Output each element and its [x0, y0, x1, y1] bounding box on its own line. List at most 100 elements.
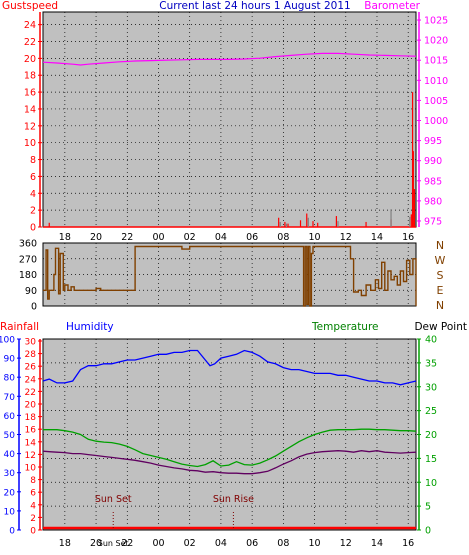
gustspeed-tick-label: 4 — [30, 189, 36, 200]
gustspeed-tick-label: 6 — [30, 172, 36, 183]
temperature-tick-label: 30 — [425, 382, 437, 393]
time-tick-label-bottom: 08 — [277, 538, 289, 549]
barometer-tick-label: 1010 — [424, 76, 448, 87]
rainfall-tick-label: 10 — [25, 464, 37, 474]
time-tick-label: 14 — [371, 232, 383, 243]
sun-set-axis-label: Sun Set — [98, 539, 129, 548]
barometer-line — [42, 52, 417, 66]
time-tick-label-bottom: 20 — [90, 538, 102, 549]
temperature-tick-label: 15 — [425, 454, 437, 465]
barometer-tick-label: 980 — [424, 196, 442, 207]
time-tick-label: 00 — [152, 232, 164, 243]
rainfall-tick-label: 0 — [30, 527, 36, 537]
direction-tick-label: 360 — [19, 239, 37, 250]
rainfall-tick-label: 22 — [25, 388, 36, 398]
temperature-tick-label: 5 — [425, 502, 431, 513]
gustspeed-tick-label: 10 — [24, 138, 36, 149]
gustspeed-tick-label: 16 — [24, 88, 36, 99]
rainfall-tick-label: 30 — [25, 338, 37, 348]
time-tick-label: 08 — [277, 232, 289, 243]
gustspeed-tick-label: 18 — [24, 71, 36, 82]
gustspeed-tick-label: 24 — [24, 20, 36, 31]
barometer-tick-label: 985 — [424, 176, 442, 187]
rainfall-tick-label: 8 — [30, 476, 36, 486]
rainfall-tick-label: 2 — [30, 514, 36, 524]
time-tick-label-bottom: 14 — [371, 538, 383, 549]
barometer-tick-label: 995 — [424, 136, 442, 147]
rainfall-tick-label: 18 — [25, 413, 37, 423]
humidity-tick-label: 100 — [0, 336, 15, 346]
time-tick-label: 06 — [246, 232, 258, 243]
time-tick-label-bottom: 06 — [246, 538, 258, 549]
compass-letter: N — [436, 299, 444, 312]
time-tick-label-bottom: 04 — [215, 538, 227, 549]
time-tick-label: 02 — [184, 232, 196, 243]
wind-direction-line — [43, 245, 417, 307]
humidity-line — [42, 349, 417, 386]
humidity-tick-label: 30 — [4, 469, 16, 479]
direction-tick-label: 270 — [19, 254, 37, 265]
time-tick-label: 18 — [59, 232, 71, 243]
time-tick-label-bottom: 22 — [121, 538, 133, 549]
time-tick-label-bottom: 16 — [402, 538, 414, 549]
temperature-tick-label: 40 — [425, 335, 437, 346]
humidity-tick-label: 0 — [9, 527, 15, 537]
humidity-tick-label: 10 — [4, 507, 16, 517]
time-tick-label: 20 — [90, 232, 102, 243]
barometer-tick-label: 1005 — [424, 96, 448, 107]
rainfall-tick-label: 26 — [25, 363, 37, 373]
direction-tick-label: 90 — [25, 286, 37, 297]
compass-letter: W — [435, 254, 446, 267]
temperature-tick-label: 25 — [425, 406, 437, 417]
gustspeed-tick-label: 2 — [30, 206, 36, 217]
temperature-tick-label: 35 — [425, 358, 437, 369]
compass-letter: N — [436, 239, 444, 252]
rainfall-tick-label: 16 — [25, 426, 37, 436]
wind-direction-panel — [42, 242, 417, 307]
axes: 0246810121416182022249759809859909951000… — [0, 12, 448, 549]
humidity-tick-label: 60 — [4, 412, 16, 422]
humidity-tick-label: 40 — [4, 450, 16, 460]
dewpoint-line — [42, 450, 417, 475]
rainfall-axis-title: Rainfall — [0, 321, 39, 333]
rainfall-tick-label: 28 — [25, 350, 37, 360]
sun-annotation: Sun Rise — [213, 494, 254, 505]
barometer-tick-label: 975 — [424, 216, 442, 227]
time-tick-label-bottom: 00 — [152, 538, 164, 549]
time-tick-label-bottom: 18 — [59, 538, 71, 549]
compass-letter: E — [437, 284, 444, 297]
gustspeed-tick-label: 8 — [30, 155, 36, 166]
direction-tick-label: 180 — [19, 270, 37, 281]
humidity-tick-label: 90 — [4, 355, 16, 365]
rainfall-tick-label: 4 — [30, 501, 36, 511]
rainfall-tick-label: 12 — [25, 451, 36, 461]
gustspeed-tick-label: 20 — [24, 54, 36, 65]
rainfall-tick-label: 6 — [30, 489, 36, 499]
temperature-tick-label: 10 — [425, 478, 437, 489]
temperature-tick-label: 20 — [425, 430, 437, 441]
gustspeed-tick-label: 0 — [30, 223, 36, 234]
rainfall-tick-label: 24 — [25, 375, 37, 385]
gustspeed-tick-label: 12 — [24, 121, 36, 132]
temp-hum-panel — [42, 338, 417, 531]
sun-annotation: Sun Set — [95, 494, 132, 505]
humidity-tick-label: 50 — [4, 431, 16, 441]
dewpoint-axis-title: Dew Point — [414, 321, 467, 333]
compass-letter: S — [437, 269, 444, 282]
rainfall-tick-label: 20 — [25, 401, 37, 411]
time-tick-label: 16 — [402, 232, 414, 243]
rainfall-tick-label: 14 — [25, 438, 37, 448]
barometer-tick-label: 1015 — [424, 56, 448, 67]
barometer-axis-title: Barometer — [364, 0, 420, 12]
time-tick-label: 04 — [215, 232, 227, 243]
direction-tick-label: 0 — [31, 302, 37, 313]
barometer-tick-label: 990 — [424, 156, 442, 167]
chart-title: Current last 24 hours 1 August 2011 — [159, 0, 350, 12]
gustspeed-tick-label: 14 — [24, 104, 36, 115]
time-tick-label: 12 — [340, 232, 352, 243]
gustspeed-axis-title: Gustspeed — [2, 0, 58, 12]
time-tick-label-bottom: 10 — [309, 538, 321, 549]
gustspeed-tick-label: 22 — [24, 37, 36, 48]
